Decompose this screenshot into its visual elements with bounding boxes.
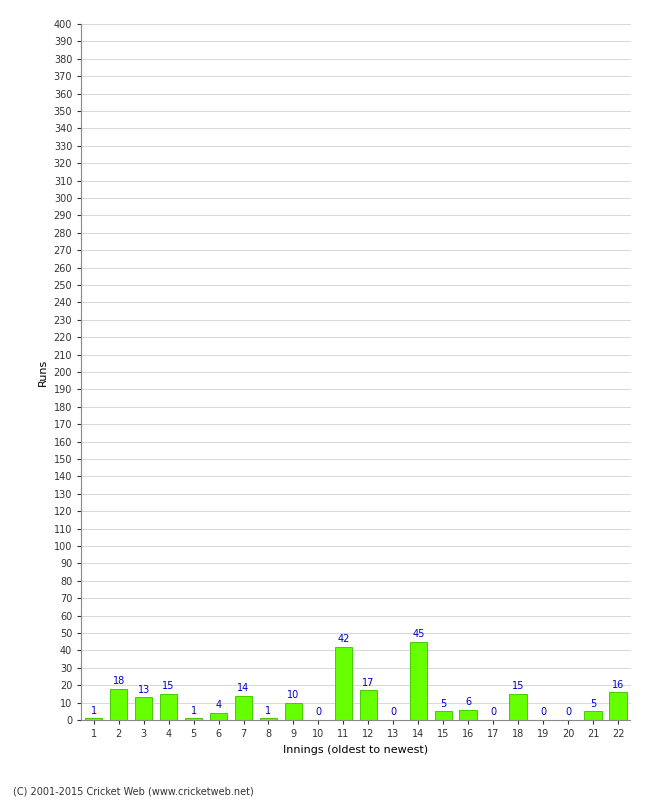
Bar (110, 689, 127, 720)
Text: 0: 0 (315, 707, 322, 718)
Text: 5: 5 (440, 698, 447, 709)
Text: 0: 0 (565, 707, 571, 718)
Bar (410, 642, 427, 720)
Text: 4: 4 (216, 701, 222, 710)
Text: 10: 10 (287, 690, 300, 700)
Text: 0: 0 (390, 707, 396, 718)
Text: 15: 15 (162, 682, 175, 691)
Text: 45: 45 (412, 629, 424, 639)
Bar (609, 692, 627, 720)
Bar (359, 690, 377, 720)
Y-axis label: Runs: Runs (38, 358, 48, 386)
Bar (160, 694, 177, 720)
Text: 13: 13 (138, 685, 150, 694)
Bar (185, 718, 202, 720)
Text: 1: 1 (190, 706, 197, 716)
Text: 1: 1 (90, 706, 97, 716)
Text: 42: 42 (337, 634, 350, 644)
Bar (510, 694, 527, 720)
Text: 1: 1 (265, 706, 272, 716)
Bar (434, 711, 452, 720)
Bar (235, 696, 252, 720)
Text: 16: 16 (612, 679, 624, 690)
Text: 6: 6 (465, 697, 471, 707)
Bar (335, 647, 352, 720)
Text: 14: 14 (237, 683, 250, 693)
X-axis label: Innings (oldest to newest): Innings (oldest to newest) (283, 745, 428, 754)
Text: 0: 0 (490, 707, 496, 718)
Bar (260, 718, 278, 720)
Bar (285, 702, 302, 720)
Text: 5: 5 (590, 698, 596, 709)
Bar (210, 713, 228, 720)
Text: (C) 2001-2015 Cricket Web (www.cricketweb.net): (C) 2001-2015 Cricket Web (www.cricketwe… (13, 786, 254, 796)
Bar (460, 710, 477, 720)
Text: 17: 17 (362, 678, 374, 688)
Bar (85, 718, 103, 720)
Text: 18: 18 (112, 676, 125, 686)
Text: 0: 0 (540, 707, 546, 718)
Bar (135, 698, 152, 720)
Bar (584, 711, 602, 720)
Text: 15: 15 (512, 682, 525, 691)
